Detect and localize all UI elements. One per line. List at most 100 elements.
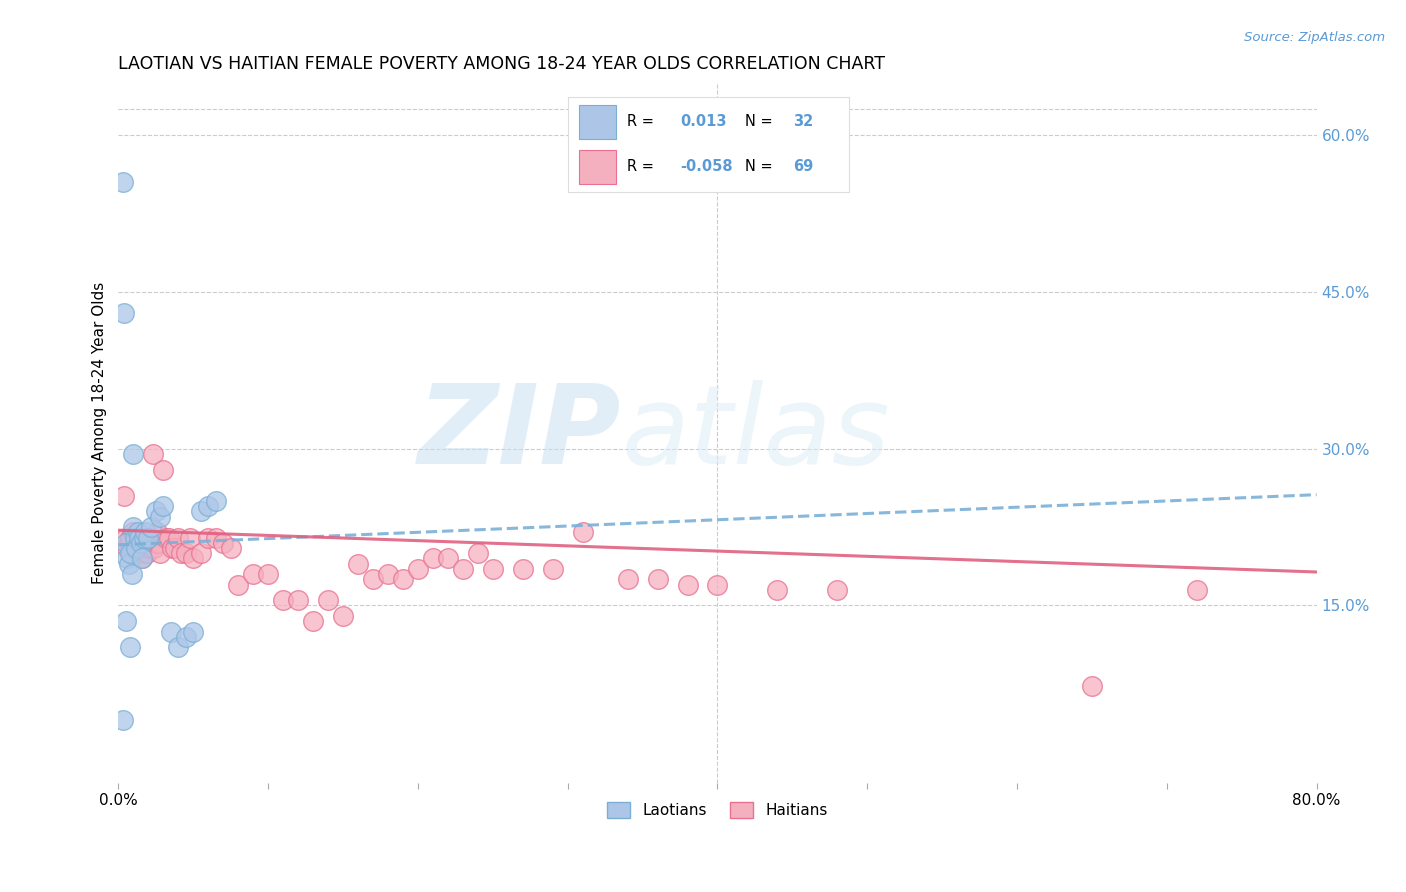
Point xyxy=(212,535,235,549)
Point xyxy=(132,541,155,555)
Point xyxy=(138,531,160,545)
Point xyxy=(138,531,160,545)
Point xyxy=(160,624,183,639)
Point xyxy=(124,531,146,545)
Point xyxy=(149,546,172,560)
Point xyxy=(162,541,184,555)
Point xyxy=(1185,582,1208,597)
Point xyxy=(167,640,190,655)
Point xyxy=(1081,679,1104,693)
Point xyxy=(347,557,370,571)
Text: Source: ZipAtlas.com: Source: ZipAtlas.com xyxy=(1244,31,1385,45)
Point xyxy=(197,531,219,545)
Y-axis label: Female Poverty Among 18-24 Year Olds: Female Poverty Among 18-24 Year Olds xyxy=(93,282,107,584)
Point xyxy=(174,630,197,644)
Point xyxy=(467,546,489,560)
Point xyxy=(152,462,174,476)
Point xyxy=(181,551,204,566)
Point xyxy=(541,562,564,576)
Point xyxy=(287,593,309,607)
Point xyxy=(437,551,460,566)
Point xyxy=(204,494,226,508)
Point xyxy=(129,546,152,560)
Point xyxy=(128,531,150,545)
Point xyxy=(316,593,339,607)
Point xyxy=(190,504,212,518)
Point xyxy=(143,541,166,555)
Point xyxy=(302,614,325,628)
Point xyxy=(118,535,141,549)
Point xyxy=(122,520,145,534)
Point xyxy=(132,531,155,545)
Point xyxy=(146,525,169,540)
Point xyxy=(332,608,354,623)
Point xyxy=(512,562,534,576)
Point xyxy=(179,531,201,545)
Point xyxy=(571,525,593,540)
Point xyxy=(142,447,165,461)
Point xyxy=(111,714,134,728)
Point xyxy=(170,546,193,560)
Point xyxy=(361,572,384,586)
Point xyxy=(141,531,163,545)
Point xyxy=(134,525,156,540)
Point xyxy=(676,577,699,591)
Point xyxy=(226,577,249,591)
Point xyxy=(114,489,136,503)
Point xyxy=(111,175,134,189)
Point xyxy=(451,562,474,576)
Point xyxy=(141,520,163,534)
Point xyxy=(148,535,170,549)
Point xyxy=(827,582,849,597)
Point xyxy=(134,531,156,545)
Point xyxy=(125,531,148,545)
Point xyxy=(127,525,149,540)
Point xyxy=(124,541,146,555)
Point xyxy=(204,531,226,545)
Point xyxy=(271,593,294,607)
Point xyxy=(706,577,728,591)
Point xyxy=(257,567,280,582)
Point xyxy=(128,535,150,549)
Point xyxy=(422,551,444,566)
Point xyxy=(117,541,139,555)
Point xyxy=(115,614,138,628)
Point xyxy=(139,541,162,555)
Point xyxy=(125,541,148,555)
Point xyxy=(392,572,415,586)
Point xyxy=(120,531,142,545)
Point xyxy=(118,557,141,571)
Point xyxy=(197,499,219,513)
Point xyxy=(219,541,242,555)
Point xyxy=(167,531,190,545)
Point xyxy=(115,535,138,549)
Point xyxy=(377,567,399,582)
Text: ZIP: ZIP xyxy=(418,379,621,486)
Point xyxy=(121,546,143,560)
Point xyxy=(482,562,505,576)
Text: LAOTIAN VS HAITIAN FEMALE POVERTY AMONG 18-24 YEAR OLDS CORRELATION CHART: LAOTIAN VS HAITIAN FEMALE POVERTY AMONG … xyxy=(118,55,886,73)
Point xyxy=(127,546,149,560)
Point xyxy=(165,541,187,555)
Point xyxy=(122,525,145,540)
Point xyxy=(117,551,139,566)
Point xyxy=(120,640,142,655)
Point xyxy=(131,551,153,566)
Point xyxy=(174,546,197,560)
Point xyxy=(157,531,180,545)
Point xyxy=(114,306,136,320)
Legend: Laotians, Haitians: Laotians, Haitians xyxy=(602,797,834,824)
Point xyxy=(152,499,174,513)
Point xyxy=(616,572,638,586)
Point xyxy=(122,447,145,461)
Point xyxy=(766,582,789,597)
Point xyxy=(406,562,429,576)
Point xyxy=(155,531,177,545)
Point xyxy=(242,567,264,582)
Point xyxy=(181,624,204,639)
Point xyxy=(121,567,143,582)
Point xyxy=(190,546,212,560)
Point xyxy=(129,535,152,549)
Point xyxy=(145,535,167,549)
Point xyxy=(647,572,669,586)
